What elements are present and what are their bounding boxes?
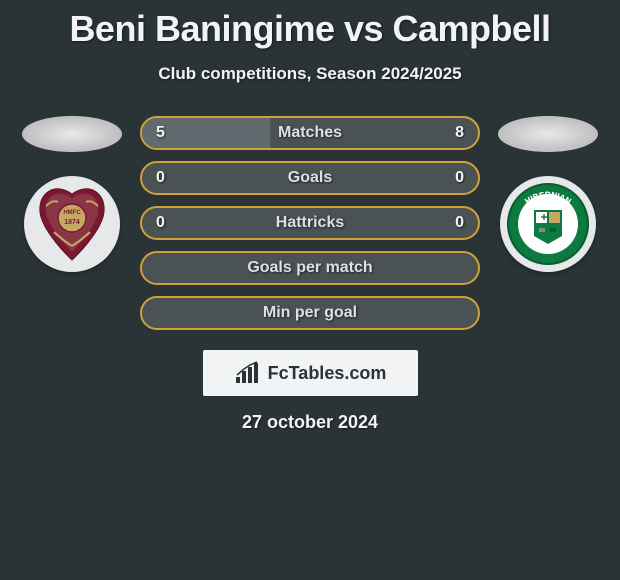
subtitle: Club competitions, Season 2024/2025 bbox=[0, 64, 620, 84]
left-club-crest: HMFC 1874 bbox=[24, 176, 120, 272]
right-player-col: HIBERNIAN HIBERNIAN EDINBURGH bbox=[498, 116, 598, 272]
left-player-photo bbox=[22, 116, 122, 152]
stat-label: Goals bbox=[288, 169, 332, 187]
page-title: Beni Baningime vs Campbell bbox=[0, 8, 620, 50]
stat-right-value: 8 bbox=[455, 124, 464, 142]
stat-label: Goals per match bbox=[247, 259, 372, 277]
stat-bar: Min per goal bbox=[140, 296, 480, 330]
stat-left-value: 0 bbox=[156, 169, 165, 187]
right-player-photo bbox=[498, 116, 598, 152]
content-row: HMFC 1874 5 Matches 8 0 Goals 0 0 Hattricks 0 Goa… bbox=[0, 116, 620, 330]
comparison-card: Beni Baningime vs Campbell Club competit… bbox=[0, 0, 620, 433]
hearts-crest-icon: HMFC 1874 bbox=[36, 184, 108, 264]
branding-badge: FcTables.com bbox=[203, 350, 418, 396]
stats-column: 5 Matches 8 0 Goals 0 0 Hattricks 0 Goals per mat… bbox=[140, 116, 480, 330]
date-line: 27 october 2024 bbox=[0, 412, 620, 433]
stat-left-value: 5 bbox=[156, 124, 165, 142]
stat-bar: Goals per match bbox=[140, 251, 480, 285]
hibernian-crest-icon: HIBERNIAN HIBERNIAN EDINBURGH bbox=[506, 182, 590, 266]
stat-bar: 0 Goals 0 bbox=[140, 161, 480, 195]
stat-bar: 5 Matches 8 bbox=[140, 116, 480, 150]
stat-right-value: 0 bbox=[455, 169, 464, 187]
svg-text:1874: 1874 bbox=[64, 219, 80, 226]
left-player-col: HMFC 1874 bbox=[22, 116, 122, 272]
svg-text:HMFC: HMFC bbox=[63, 210, 81, 216]
stat-label: Min per goal bbox=[263, 304, 357, 322]
branding-text: FcTables.com bbox=[268, 363, 387, 384]
stat-right-value: 0 bbox=[455, 214, 464, 232]
stat-label: Hattricks bbox=[276, 214, 344, 232]
right-club-crest: HIBERNIAN HIBERNIAN EDINBURGH bbox=[500, 176, 596, 272]
branding-logo-icon bbox=[234, 361, 262, 385]
stat-left-value: 0 bbox=[156, 214, 165, 232]
stat-bar: 0 Hattricks 0 bbox=[140, 206, 480, 240]
stat-label: Matches bbox=[278, 124, 342, 142]
